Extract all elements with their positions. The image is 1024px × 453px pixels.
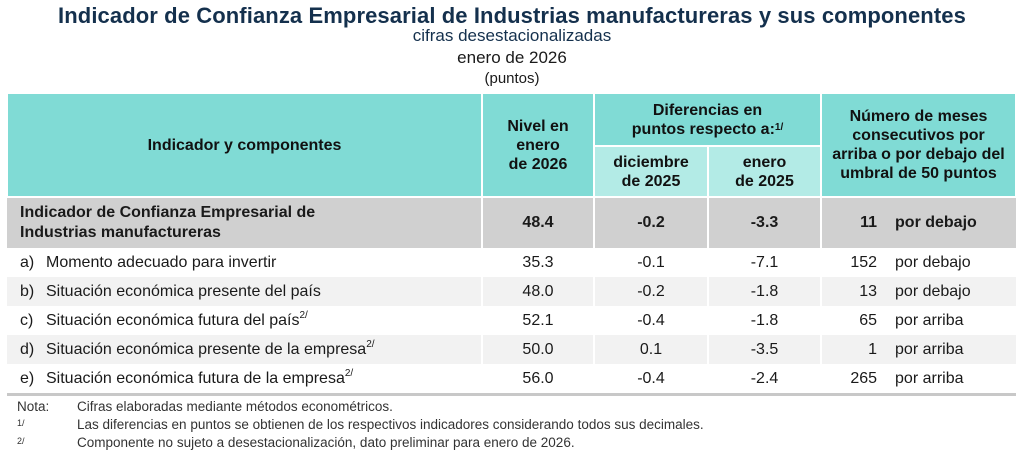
component-letter: b)	[20, 282, 35, 300]
diff-jan-value: -7.1	[706, 248, 822, 277]
level-value: 52.1	[481, 306, 594, 335]
component-letter: e)	[20, 369, 35, 387]
period-label: enero de 2026	[457, 48, 567, 67]
component-label: b) Situación económica presente del país	[7, 277, 482, 306]
table-row-main: Indicador de Confianza Empresarial de Ind…	[7, 197, 1017, 248]
footnote-key: 1/	[17, 418, 25, 428]
months-direction: por arriba	[895, 311, 964, 329]
page-title: Indicador de Confianza Empresarial de In…	[58, 3, 966, 28]
footnote-ref: 2/	[299, 309, 308, 321]
diff-dec-value: -0.4	[593, 306, 708, 335]
header-months: Número de meses consecutivos por arriba …	[820, 92, 1018, 198]
footnote-text: Componente no sujeto a desestacionalizac…	[77, 435, 575, 450]
footnote-key: 2/	[17, 436, 25, 446]
component-label: e) Situación económica futura de la empre…	[7, 364, 482, 396]
diff-jan-value: -2.4	[706, 364, 822, 396]
component-name: Situación económica presente del país	[46, 282, 321, 300]
table-row: e) Situación económica futura de la empre…	[7, 364, 1017, 396]
units-label: (puntos)	[484, 70, 540, 87]
months-cell: 1 por arriba	[820, 335, 1017, 364]
months-count: 65	[859, 311, 878, 329]
diff-jan-value: -3.5	[706, 335, 822, 364]
component-letter: c)	[20, 311, 34, 329]
diff-dec-value: -0.4	[593, 364, 708, 396]
diff-jan-value: -1.8	[706, 306, 822, 335]
header-january-2025: enero de 2025	[706, 145, 823, 198]
months-count: 265	[850, 369, 878, 387]
months-direction: por debajo	[895, 253, 971, 271]
months-cell: 152 por debajo	[820, 248, 1017, 277]
component-name: Momento adecuado para invertir	[46, 253, 277, 271]
months-direction: por debajo	[895, 282, 971, 300]
table-row: a) Momento adecuado para invertir 35.3 -0.1…	[7, 248, 1017, 277]
subtitle: cifras desestacionalizadas	[412, 26, 612, 45]
diff-jan-value: -3.3	[706, 197, 822, 248]
footnote: 2/Componente no sujeto a desestacionaliz…	[17, 434, 704, 452]
months-cell: 265 por arriba	[820, 364, 1017, 396]
component-name: Situación económica futura de la empresa	[46, 369, 345, 387]
footnote-ref: 2/	[344, 367, 354, 379]
component-name: Situación económica futura del país	[46, 311, 300, 329]
months-cell: 65 por arriba	[820, 306, 1017, 335]
diff-dec-value: 0.1	[593, 335, 708, 364]
months-count: 1	[868, 340, 878, 358]
months-direction: por arriba	[895, 340, 964, 358]
footnote-ref: 2/	[366, 338, 375, 350]
level-value: 35.3	[481, 248, 594, 277]
level-value: 56.0	[481, 364, 594, 396]
months-count: 11	[860, 214, 878, 231]
table-row: b) Situación económica presente del país 4…	[7, 277, 1017, 306]
level-value: 48.4	[481, 197, 594, 248]
header-indicator: Indicador y componentes	[6, 92, 483, 198]
table-row: d) Situación económica presente de la emp…	[7, 335, 1017, 364]
component-letter: a)	[20, 253, 35, 271]
header-differences: Diferencias en puntos respecto a:1/	[592, 92, 823, 147]
diff-jan-value: -1.8	[706, 277, 822, 306]
level-value: 48.0	[481, 277, 594, 306]
component-label: d) Situación económica presente de la emp…	[7, 335, 482, 364]
table-row: c) Situación económica futura del país2/5…	[7, 306, 1017, 335]
footnote-text: Las diferencias en puntos se obtienen de…	[77, 417, 704, 432]
confidence-table: Indicador y componentes Nivel en enero d…	[6, 92, 1018, 396]
months-direction: por arriba	[895, 369, 964, 387]
diff-dec-value: -0.2	[593, 277, 708, 306]
footnotes: Nota: Cifras elaboradas mediante métodos …	[17, 398, 704, 452]
header-level: Nivel en enero de 2026	[481, 92, 595, 198]
footnote-key: Nota:	[17, 399, 50, 414]
months-count: 152	[850, 253, 878, 271]
component-name: Situación económica presente de la empre…	[46, 340, 367, 358]
months-count: 13	[859, 282, 878, 300]
diff-dec-value: -0.2	[593, 197, 708, 248]
footnote: Nota: Cifras elaboradas mediante métodos …	[17, 398, 704, 416]
indicator-label: Indicador de Confianza Empresarial de Ind…	[7, 197, 482, 248]
component-letter: d)	[20, 340, 35, 358]
months-direction: por debajo	[895, 214, 977, 231]
diff-dec-value: -0.1	[593, 248, 708, 277]
footnote-text: Cifras elaboradas mediante métodos econo…	[77, 399, 393, 414]
months-cell: 13 por debajo	[820, 277, 1017, 306]
level-value: 50.0	[481, 335, 594, 364]
footnote: 1/Las diferencias en puntos se obtienen …	[17, 416, 704, 434]
component-label: c) Situación económica futura del país2/	[7, 306, 482, 335]
component-label: a) Momento adecuado para invertir	[7, 248, 482, 277]
months-cell: 11 por debajo	[820, 197, 1017, 248]
header-december-2025: diciembre de 2025	[593, 145, 709, 198]
